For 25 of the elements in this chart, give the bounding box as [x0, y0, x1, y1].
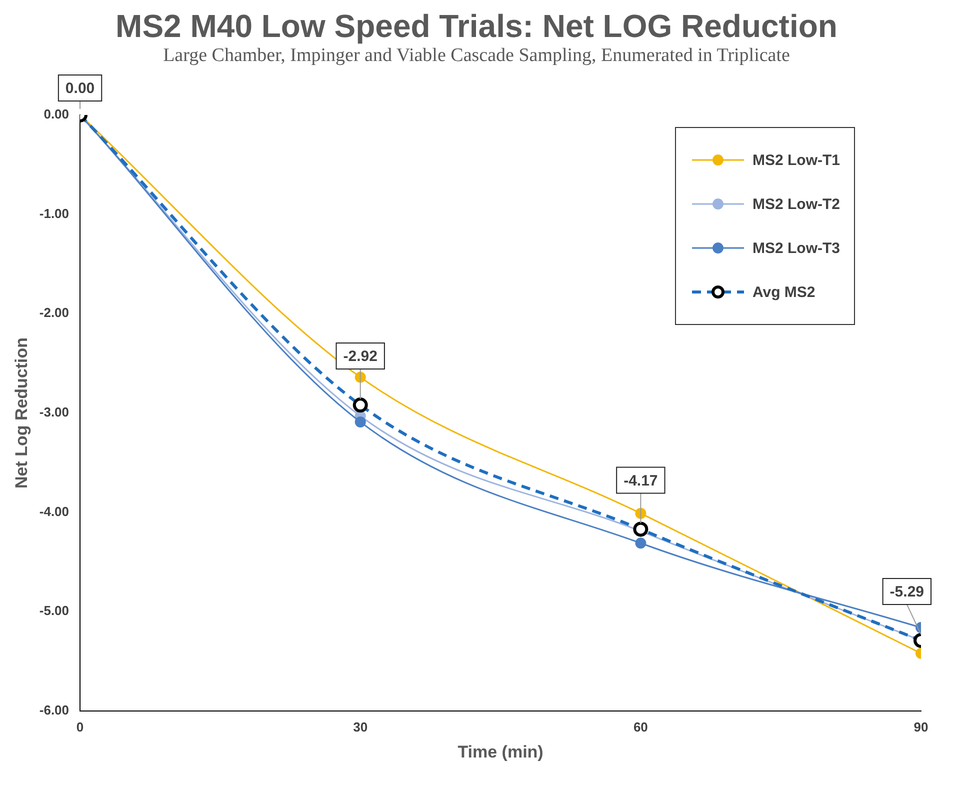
x-axis-title: Time (min): [458, 742, 544, 762]
y-tick-label: -3.00: [39, 404, 70, 420]
y-tick-label: -4.00: [39, 504, 70, 519]
legend-label: MS2 Low-T1: [752, 152, 840, 168]
point: [354, 416, 366, 428]
chart-subtitle: Large Chamber, Impinger and Viable Cascade Sampling, Enumerated in Triplicate: [162, 45, 791, 67]
data-label: -2.92: [343, 348, 378, 366]
data-label: -5.29: [890, 584, 924, 601]
point: [635, 538, 646, 549]
y-tick-label: -2.00: [39, 305, 70, 320]
y-tick-label: -5.00: [39, 603, 70, 618]
legend-label: MS2 Low-T3: [752, 240, 840, 256]
x-tick-label: 90: [914, 719, 928, 734]
data-label: -4.17: [624, 472, 658, 490]
legend-label: MS2 Low-T2: [752, 196, 840, 212]
y-tick-label: -1.00: [39, 206, 70, 221]
chart-title: MS2 M40 Low Speed Trials: Net LOG Reduction: [114, 8, 838, 45]
legend-label: Avg MS2: [752, 284, 816, 300]
x-tick-label: 60: [633, 719, 648, 734]
y-tick-label: -6.00: [39, 702, 70, 718]
y-tick-label: 0.00: [44, 106, 70, 122]
data-label: 0.00: [65, 80, 95, 98]
x-tick-label: 0: [76, 719, 84, 734]
x-tick-label: 30: [353, 719, 368, 734]
y-axis-title: Net Log Reduction: [12, 337, 31, 489]
